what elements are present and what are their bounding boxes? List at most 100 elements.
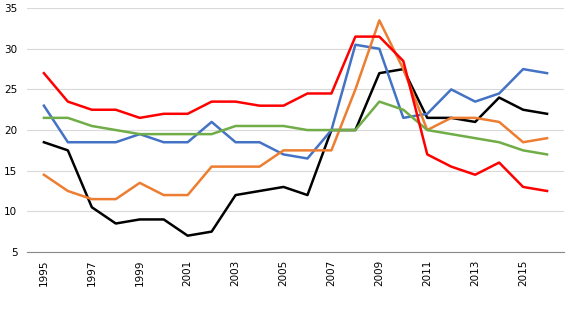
eiro zona [232,124,239,128]
Lietuva [520,140,527,144]
Igaunija [89,140,95,144]
Lietuva [208,165,215,169]
eiro zona [280,124,287,128]
Igaunija [496,91,503,95]
Igaunija [112,140,119,144]
Lietuva [89,197,95,201]
Spānija [328,91,335,95]
Spānija [520,185,527,189]
Latvija [232,193,239,197]
Latvija [208,230,215,234]
eiro zona [472,136,479,140]
eiro zona [136,132,143,136]
Latvija [400,67,407,71]
Lietuva [280,149,287,152]
Line: Lietuva: Lietuva [44,20,547,199]
Line: Latvija: Latvija [44,69,547,236]
eiro zona [400,108,407,112]
Spānija [496,161,503,164]
Lietuva [136,181,143,185]
Spānija [184,112,191,116]
Latvija [496,96,503,99]
eiro zona [184,132,191,136]
Latvija [472,120,479,124]
Spānija [40,71,47,75]
eiro zona [208,132,215,136]
Latvija [280,185,287,189]
Spānija [64,100,71,104]
Spānija [232,100,239,104]
Igaunija [400,116,407,120]
Latvija [352,128,359,132]
Spānija [256,104,263,108]
Lietuva [232,165,239,169]
Igaunija [424,112,431,116]
Lietuva [160,193,167,197]
Latvija [544,112,550,116]
Lietuva [448,116,454,120]
eiro zona [304,128,311,132]
Igaunija [472,100,479,104]
Lietuva [40,173,47,177]
Igaunija [40,104,47,108]
Lietuva [544,136,550,140]
Igaunija [304,157,311,161]
Latvija [424,116,431,120]
Igaunija [208,120,215,124]
eiro zona [112,128,119,132]
Lietuva [112,197,119,201]
Latvija [160,217,167,221]
Latvija [256,189,263,193]
Igaunija [64,140,71,144]
Spānija [424,152,431,156]
Igaunija [448,88,454,91]
Igaunija [232,140,239,144]
Lietuva [496,120,503,124]
eiro zona [160,132,167,136]
Lietuva [352,88,359,91]
Lietuva [256,165,263,169]
eiro zona [544,152,550,156]
Lietuva [328,149,335,152]
Igaunija [136,132,143,136]
Igaunija [280,152,287,156]
Spānija [376,35,383,38]
eiro zona [89,124,95,128]
eiro zona [424,128,431,132]
eiro zona [328,128,335,132]
Spānija [136,116,143,120]
Latvija [448,116,454,120]
Latvija [40,140,47,144]
Spānija [89,108,95,112]
Igaunija [520,67,527,71]
Spānija [400,59,407,63]
eiro zona [448,132,454,136]
eiro zona [352,128,359,132]
Lietuva [376,18,383,22]
Spānija [112,108,119,112]
Lietuva [400,67,407,71]
Igaunija [160,140,167,144]
Latvija [304,193,311,197]
Spānija [280,104,287,108]
Lietuva [304,149,311,152]
Spānija [352,35,359,38]
Igaunija [256,140,263,144]
Spānija [472,173,479,177]
Spānija [304,91,311,95]
eiro zona [520,149,527,152]
Latvija [184,234,191,238]
Igaunija [328,128,335,132]
Spānija [544,189,550,193]
eiro zona [256,124,263,128]
eiro zona [40,116,47,120]
Spānija [448,165,454,169]
Lietuva [424,128,431,132]
Line: Igaunija: Igaunija [44,45,547,159]
Igaunija [376,47,383,51]
Igaunija [184,140,191,144]
Lietuva [184,193,191,197]
Lietuva [472,116,479,120]
eiro zona [376,100,383,104]
Latvija [376,71,383,75]
